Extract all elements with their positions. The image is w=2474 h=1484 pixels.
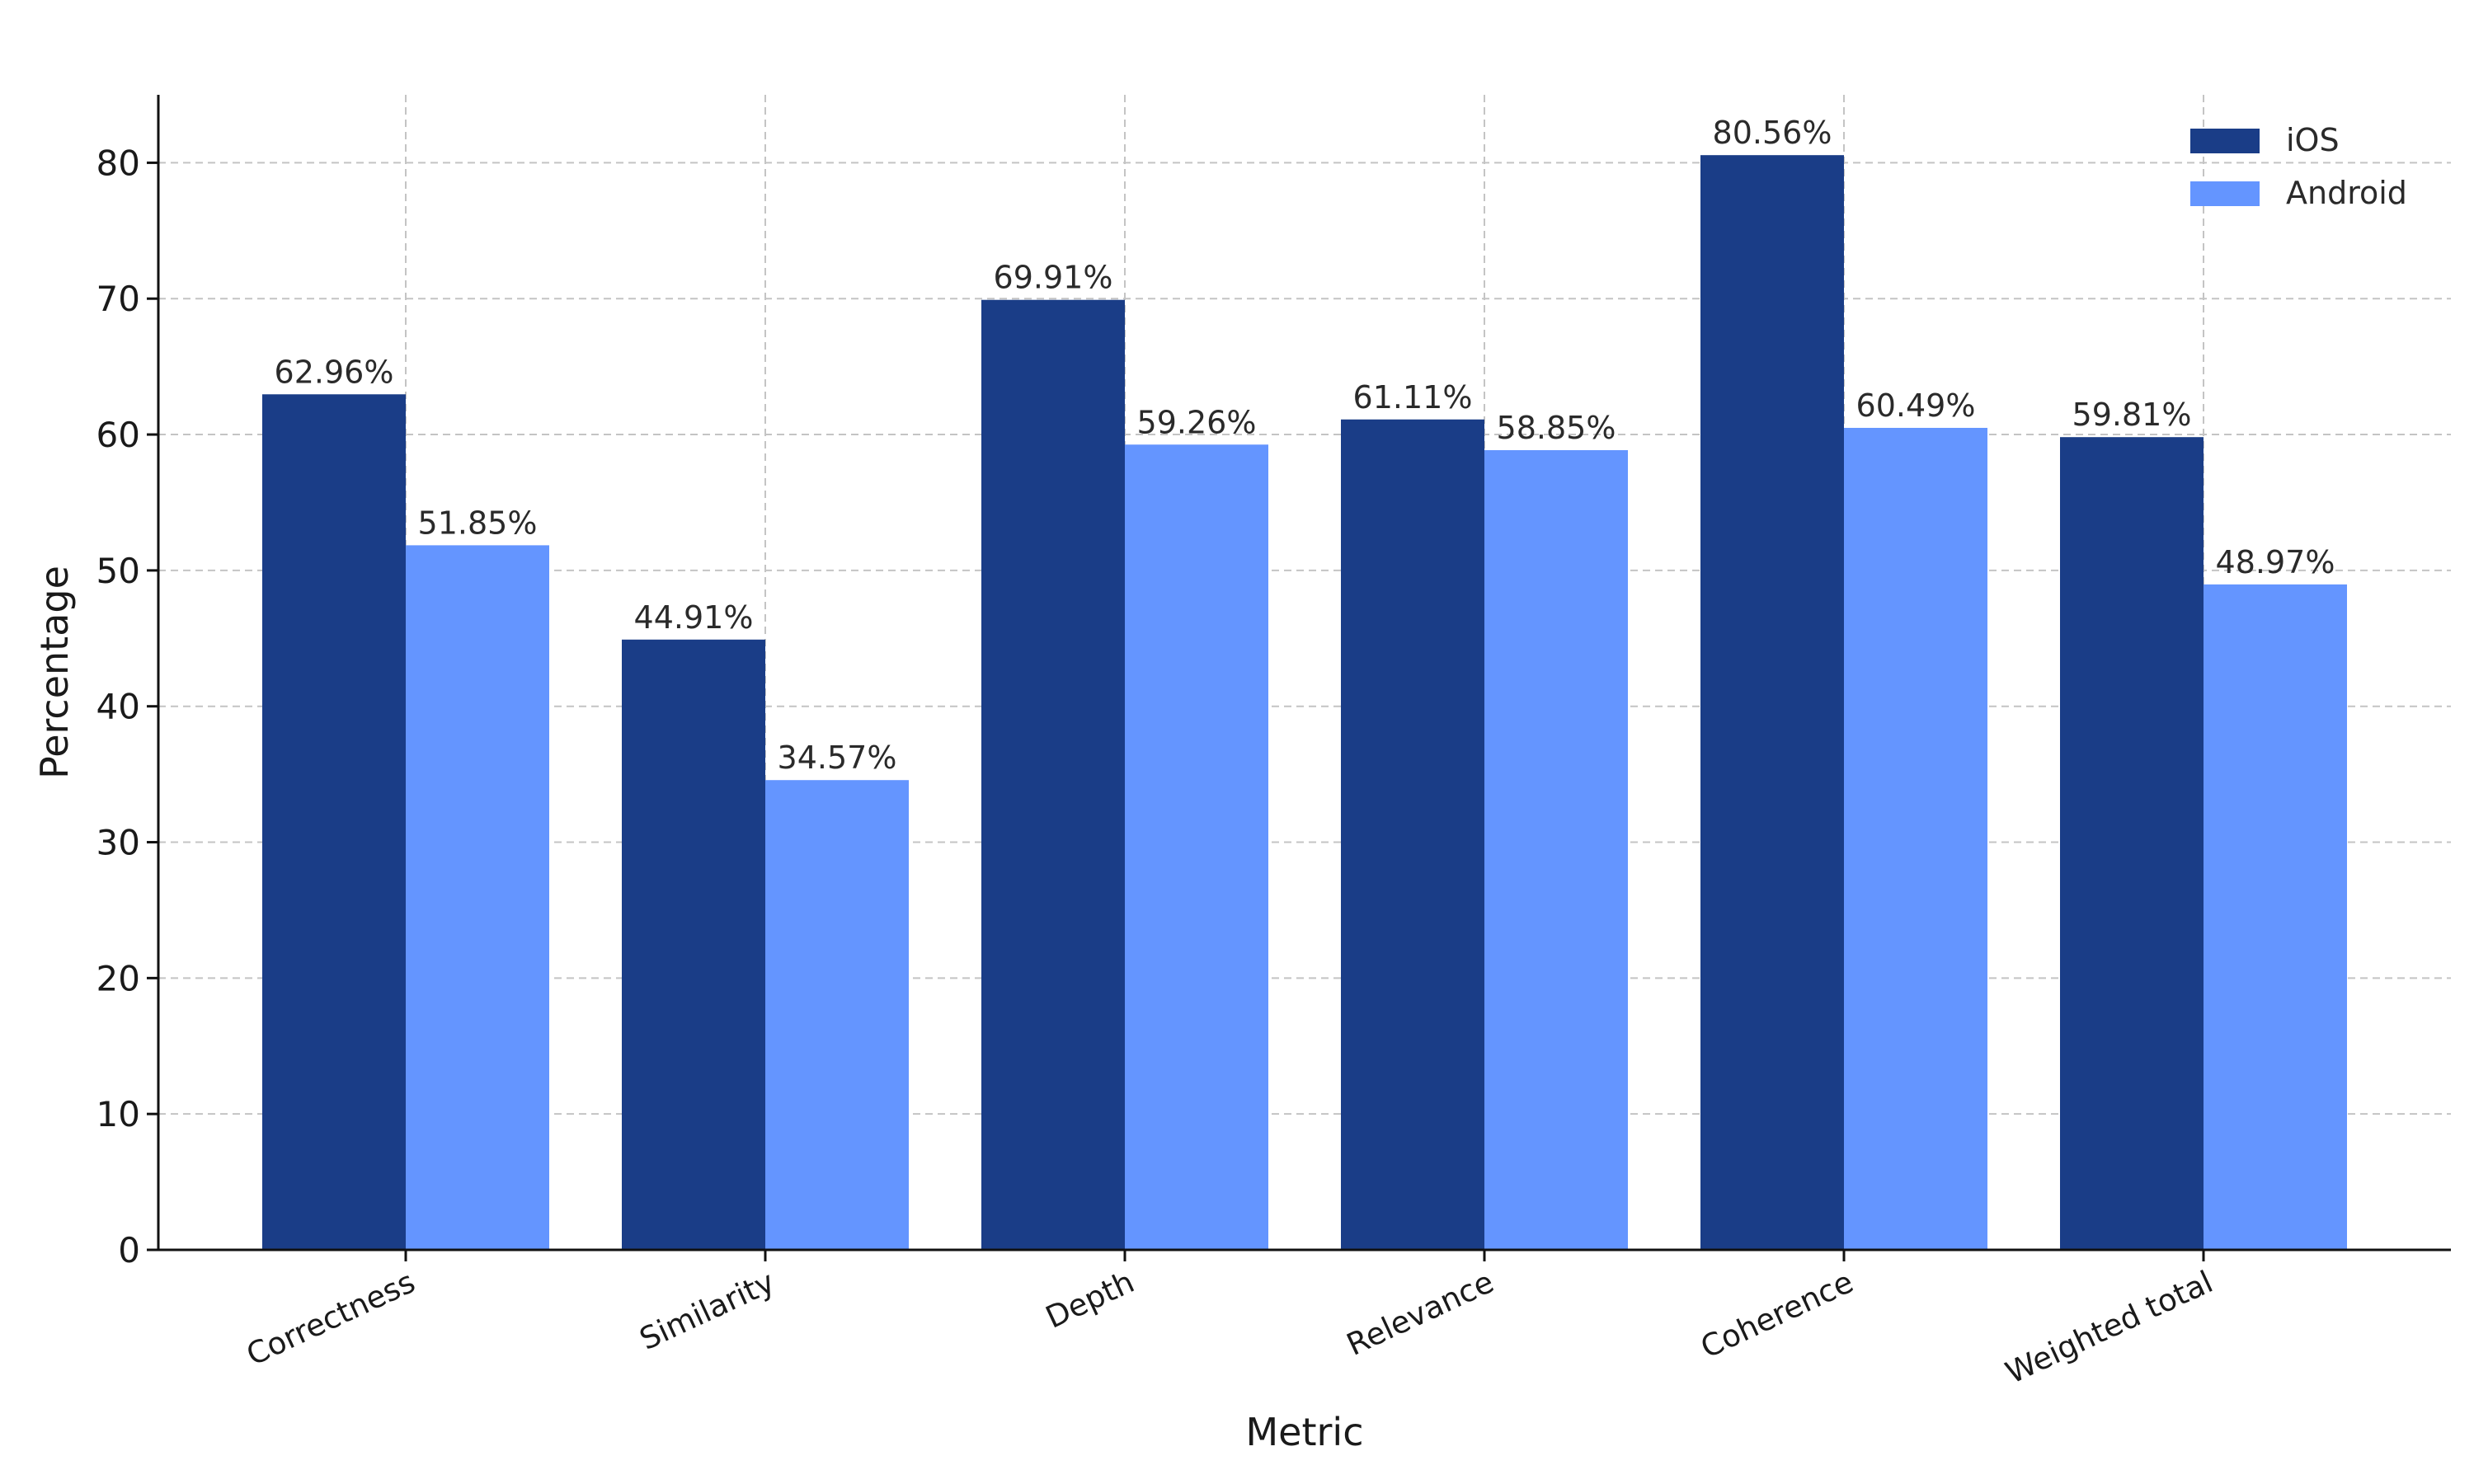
y-axis-title: Percentage (32, 566, 77, 779)
y-tick-label: 70 (96, 279, 140, 319)
legend-label-ios: iOS (2286, 122, 2340, 158)
data-label: 58.85% (1497, 410, 1616, 446)
bar-ios-depth (981, 299, 1125, 1250)
data-label: 62.96% (275, 354, 394, 390)
bar-ios-correctness (262, 394, 406, 1251)
x-axis-title: Metric (1245, 1410, 1363, 1454)
data-label: 48.97% (2216, 544, 2335, 580)
data-label: 61.11% (1353, 379, 1473, 416)
bar-ios-weighted-total (2060, 437, 2204, 1250)
legend-swatch-ios (2190, 129, 2260, 153)
data-labels: 62.96% 51.85% 44.91% 34.57% 69.91% 59.26% 61.1… (275, 115, 2335, 776)
bar-android-depth (1125, 444, 1268, 1250)
legend-swatch-android (2190, 181, 2260, 206)
y-tick-label: 20 (96, 958, 140, 998)
data-label: 51.85% (418, 505, 538, 541)
legend: iOS Android (2190, 122, 2407, 211)
data-label: 34.57% (778, 740, 897, 776)
x-tick-label: Depth (1040, 1264, 1139, 1336)
bars (262, 155, 2347, 1251)
bar-android-weighted-total (2204, 584, 2347, 1250)
x-tick-label: Similarity (634, 1264, 780, 1357)
y-tick-label: 60 (96, 415, 140, 455)
y-tick-label: 10 (96, 1094, 140, 1134)
bar-android-similarity (765, 780, 909, 1250)
x-tick-label: Relevance (1342, 1264, 1499, 1363)
data-label: 80.56% (1713, 115, 1832, 151)
bar-ios-relevance (1341, 419, 1484, 1250)
legend-label-android: Android (2286, 175, 2407, 211)
y-tick-label: 30 (96, 823, 140, 863)
bar-ios-similarity (622, 639, 765, 1250)
bar-android-relevance (1484, 450, 1628, 1250)
data-label: 44.91% (634, 599, 754, 636)
data-label: 59.26% (1137, 404, 1257, 440)
y-tick-label: 40 (96, 687, 140, 727)
y-tick-label: 0 (118, 1230, 140, 1270)
bar-ios-coherence (1700, 155, 1844, 1250)
data-label: 69.91% (994, 260, 1113, 296)
bar-android-correctness (406, 545, 549, 1250)
y-tick-label: 80 (96, 143, 140, 183)
x-tick-label: Correctness (241, 1264, 420, 1373)
x-tick-label: Weighted total (2001, 1264, 2218, 1391)
data-label: 60.49% (1856, 387, 1976, 424)
x-tick-label: Coherence (1696, 1264, 1859, 1365)
data-label: 59.81% (2072, 397, 2192, 433)
y-tick-label: 50 (96, 551, 140, 591)
bar-android-coherence (1844, 427, 1987, 1250)
